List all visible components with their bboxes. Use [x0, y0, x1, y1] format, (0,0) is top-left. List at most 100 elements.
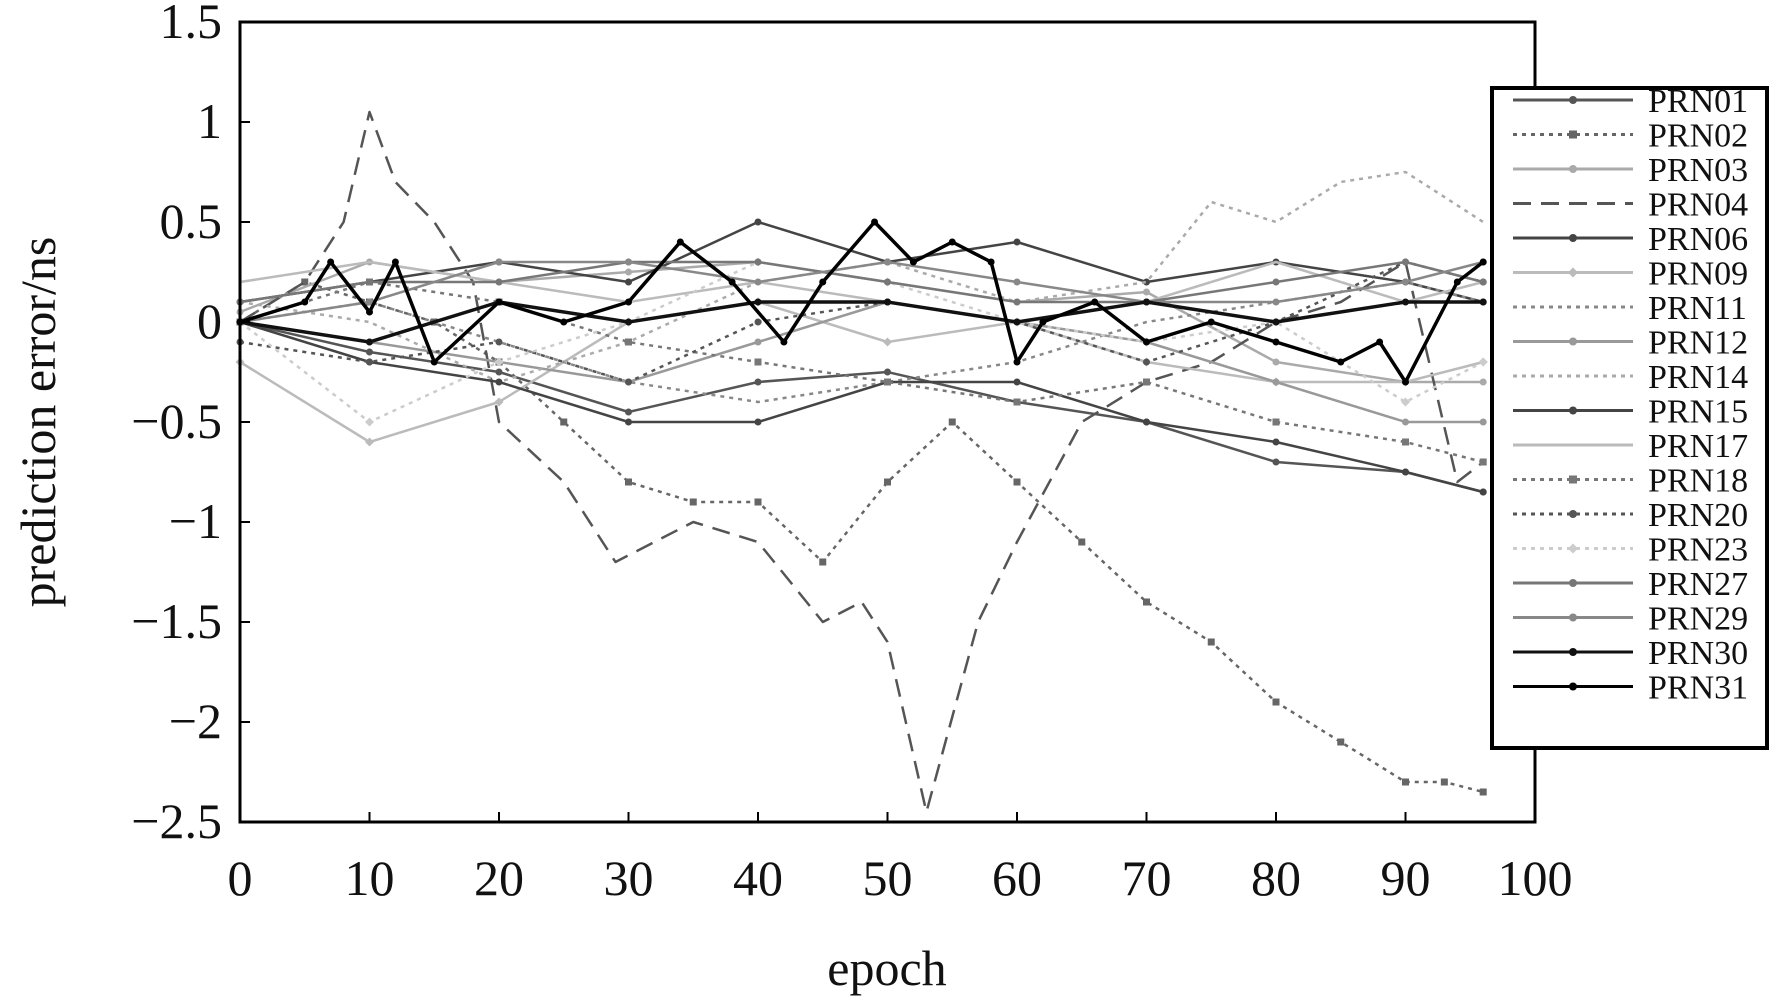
legend-item-prn29: PRN29 [1513, 601, 1748, 638]
data-point [1402, 778, 1409, 786]
data-point [754, 498, 762, 506]
legend-marker [1569, 96, 1577, 104]
series-line-prn23 [239, 260, 1484, 424]
data-point [625, 318, 632, 326]
legend-label: PRN14 [1648, 359, 1748, 396]
x-tick-label: 40 [733, 850, 783, 906]
data-point [1039, 318, 1047, 326]
x-axis-title: epoch [827, 940, 946, 996]
data-point [366, 358, 373, 366]
legend-item-prn23: PRN23 [1513, 532, 1748, 569]
data-point [1013, 318, 1021, 326]
legend-label: PRN02 [1648, 118, 1748, 155]
data-point [1402, 278, 1409, 286]
data-point [1479, 458, 1487, 466]
x-tick-label: 30 [604, 850, 654, 906]
y-tick-label: 0 [197, 293, 222, 349]
data-point [728, 278, 736, 286]
legend: PRN01PRN02PRN03PRN04PRN06PRN09PRN11PRN12… [1490, 83, 1769, 750]
data-point [754, 418, 762, 426]
legend-frame [1490, 86, 1769, 750]
legend-item-prn06: PRN06 [1513, 221, 1748, 258]
data-point [1272, 458, 1280, 466]
data-point [754, 318, 762, 326]
data-point [754, 258, 762, 266]
data-point [1091, 298, 1099, 306]
legend-item-prn09: PRN09 [1513, 256, 1748, 293]
data-point [1402, 468, 1409, 476]
data-point [754, 358, 762, 366]
series-line-prn04 [239, 110, 1484, 814]
data-point [366, 338, 373, 346]
legend-label: PRN12 [1648, 325, 1748, 362]
data-point [1272, 418, 1280, 426]
data-point [1013, 358, 1021, 366]
data-point [1272, 298, 1280, 306]
data-point [495, 378, 503, 386]
data-point [948, 418, 956, 426]
legend-marker [1569, 165, 1577, 173]
data-point [560, 318, 568, 326]
legend-label: PRN11 [1648, 290, 1747, 327]
y-tick-label: −0.5 [131, 393, 222, 449]
data-point [625, 408, 632, 416]
legend-label: PRN30 [1648, 635, 1748, 672]
x-tick-label: 80 [1251, 850, 1301, 906]
data-point [495, 338, 503, 346]
x-tick-label: 90 [1381, 850, 1431, 906]
data-point [1479, 418, 1487, 426]
legend-item-prn27: PRN27 [1513, 566, 1748, 603]
data-point [1440, 778, 1448, 786]
data-point [1013, 378, 1021, 386]
data-point [883, 337, 892, 347]
legend-item-prn15: PRN15 [1513, 394, 1748, 431]
data-point [1207, 318, 1215, 326]
data-point [625, 258, 632, 266]
data-point [1402, 378, 1409, 386]
data-point [1337, 738, 1345, 746]
legend-item-prn17: PRN17 [1513, 428, 1748, 465]
data-point [948, 238, 956, 246]
legend-marker [1569, 510, 1577, 518]
data-point [1272, 338, 1280, 346]
data-point [625, 378, 632, 386]
y-tick-label: 0.5 [160, 193, 223, 249]
data-point [301, 298, 309, 306]
series-line-prn20 [239, 260, 1484, 384]
legend-label: PRN20 [1648, 497, 1748, 534]
x-tick-label: 100 [1498, 850, 1573, 906]
legend-label: PRN15 [1648, 394, 1748, 431]
x-tick-label: 50 [863, 850, 913, 906]
legend-item-prn01: PRN01 [1513, 83, 1748, 120]
data-point [625, 298, 632, 306]
legend-item-prn20: PRN20 [1513, 497, 1748, 534]
legend-item-prn03: PRN03 [1513, 152, 1748, 189]
data-point [1479, 258, 1487, 266]
data-point [819, 278, 827, 286]
data-point [495, 278, 503, 286]
legend-label: PRN09 [1648, 256, 1748, 293]
y-axis-title: prediction error/ns [10, 237, 66, 608]
data-point [1272, 438, 1280, 446]
data-point [625, 478, 632, 486]
x-tick-label: 60 [992, 850, 1042, 906]
data-point [1143, 378, 1150, 386]
data-point [1013, 298, 1021, 306]
legend-label: PRN06 [1648, 221, 1748, 258]
data-point [1402, 298, 1409, 306]
data-point [1479, 298, 1487, 306]
data-point [884, 278, 891, 286]
data-point [871, 218, 879, 226]
series-prn04 [239, 110, 1484, 814]
y-tick-label: −1.5 [131, 593, 222, 649]
data-point [819, 558, 827, 566]
data-point [780, 338, 788, 346]
data-point [625, 278, 632, 286]
data-point [1337, 358, 1345, 366]
data-point [1402, 418, 1409, 426]
data-point [366, 298, 373, 306]
series-line-prn31 [239, 220, 1485, 384]
y-tick-label: −1 [169, 493, 222, 549]
